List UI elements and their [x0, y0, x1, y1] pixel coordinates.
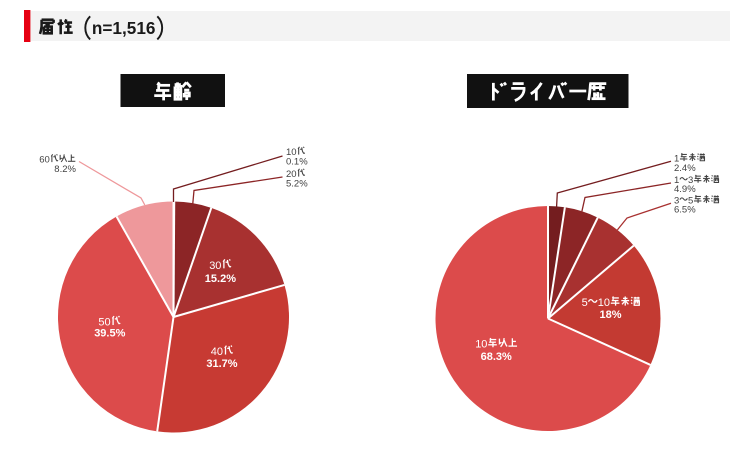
svg-text:18%: 18% — [600, 309, 622, 321]
svg-text:39.5%: 39.5% — [94, 328, 125, 340]
svg-text:1: 1 — [674, 153, 679, 164]
svg-text:30: 30 — [209, 260, 221, 272]
svg-text:5: 5 — [582, 297, 588, 309]
svg-text:6.5%: 6.5% — [674, 204, 696, 215]
svg-text:31.7%: 31.7% — [206, 358, 237, 370]
svg-text:20: 20 — [286, 169, 297, 180]
svg-text:68.3%: 68.3% — [481, 351, 512, 363]
svg-text:n=1,516: n=1,516 — [92, 18, 156, 38]
svg-text:0.1%: 0.1% — [286, 157, 308, 168]
svg-text:4.9%: 4.9% — [674, 184, 696, 195]
svg-text:3: 3 — [688, 175, 693, 186]
svg-text:5: 5 — [688, 195, 693, 206]
svg-text:10: 10 — [475, 339, 487, 351]
svg-text:10: 10 — [598, 297, 610, 309]
svg-text:1: 1 — [674, 175, 679, 186]
svg-text:3: 3 — [674, 195, 679, 206]
svg-text:10: 10 — [286, 147, 297, 158]
svg-text:15.2%: 15.2% — [205, 273, 236, 285]
svg-text:2.4%: 2.4% — [674, 163, 696, 174]
svg-text:5.2%: 5.2% — [286, 179, 308, 190]
svg-text:40: 40 — [211, 346, 223, 358]
svg-text:8.2%: 8.2% — [54, 164, 76, 175]
svg-text:60: 60 — [39, 155, 50, 166]
svg-text:50: 50 — [98, 317, 110, 329]
